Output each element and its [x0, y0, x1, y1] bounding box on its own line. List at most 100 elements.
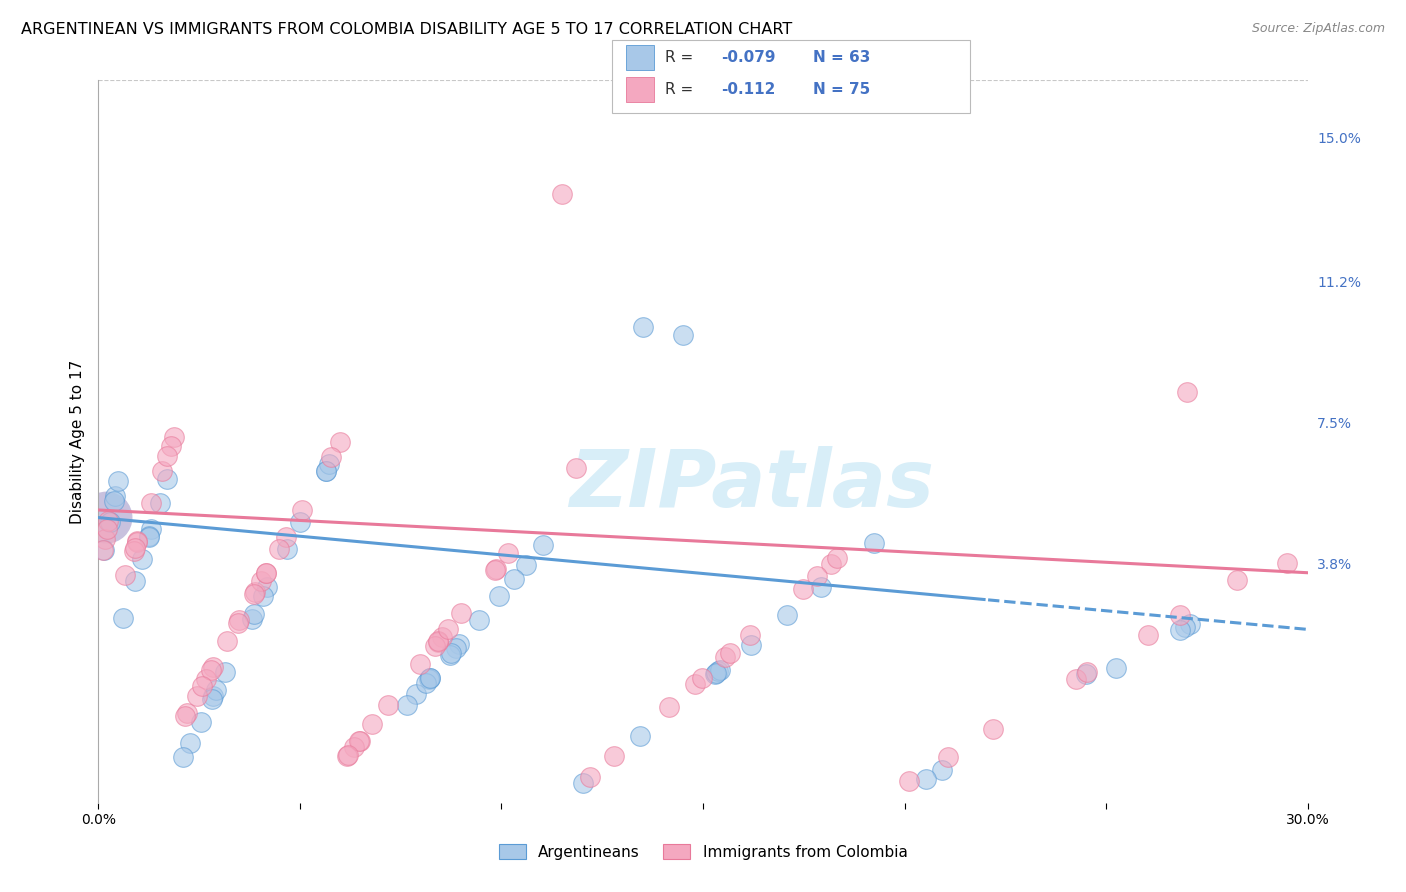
Point	[336, 748, 359, 763]
Point	[503, 572, 526, 586]
Point	[160, 438, 183, 452]
Point	[565, 461, 588, 475]
Point	[806, 569, 828, 583]
Point	[103, 493, 125, 508]
Point	[450, 606, 472, 620]
Point	[217, 634, 239, 648]
Point	[256, 581, 278, 595]
Point	[1175, 385, 1198, 400]
Point	[156, 449, 179, 463]
Text: ZIPatlas: ZIPatlas	[569, 446, 934, 524]
Point	[409, 657, 432, 672]
Point	[318, 457, 340, 471]
Point	[315, 464, 337, 478]
Point	[419, 671, 441, 685]
Point	[485, 562, 508, 576]
Text: -0.079: -0.079	[721, 51, 776, 65]
Point	[93, 542, 115, 557]
Point	[276, 541, 298, 556]
Point	[1174, 620, 1197, 634]
Point	[349, 733, 371, 747]
Point	[361, 717, 384, 731]
Text: N = 75: N = 75	[813, 82, 870, 96]
Point	[252, 589, 274, 603]
Point	[291, 503, 314, 517]
Point	[1076, 665, 1098, 679]
Point	[983, 723, 1005, 737]
Point	[423, 639, 446, 653]
Point	[444, 640, 467, 655]
Point	[936, 750, 959, 764]
Point	[254, 566, 277, 581]
Point	[430, 630, 453, 644]
Point	[419, 671, 441, 685]
Point	[426, 635, 449, 649]
Point	[1180, 617, 1202, 632]
Point	[125, 534, 148, 549]
Point	[172, 749, 194, 764]
Point	[447, 637, 470, 651]
Point	[1226, 573, 1249, 587]
Point	[415, 676, 437, 690]
Point	[628, 729, 651, 743]
Point	[672, 328, 695, 343]
Point	[288, 515, 311, 529]
Point	[709, 663, 731, 677]
Point	[315, 464, 337, 478]
Point	[440, 646, 463, 660]
Point	[195, 672, 218, 686]
Point	[139, 522, 162, 536]
Point	[377, 698, 399, 713]
Point	[149, 495, 172, 509]
Point	[336, 748, 359, 763]
Point	[531, 538, 554, 552]
Point	[243, 607, 266, 621]
Point	[176, 706, 198, 721]
Point	[202, 689, 225, 703]
Point	[94, 532, 117, 546]
Point	[1168, 624, 1191, 638]
Point	[810, 580, 832, 594]
Point	[98, 516, 121, 530]
Point	[201, 659, 224, 673]
Y-axis label: Disability Age 5 to 17: Disability Age 5 to 17	[69, 359, 84, 524]
Point	[214, 665, 236, 679]
Point	[602, 748, 624, 763]
Point	[245, 584, 267, 599]
Text: R =: R =	[665, 51, 699, 65]
Point	[124, 541, 146, 556]
Point	[704, 666, 727, 681]
Point	[347, 734, 370, 748]
Point	[571, 776, 593, 790]
Point	[631, 320, 654, 334]
Point	[740, 638, 762, 652]
Point	[91, 543, 114, 558]
Point	[1277, 556, 1299, 570]
Point	[107, 475, 129, 489]
Point	[329, 434, 352, 449]
Point	[104, 489, 127, 503]
Point	[269, 542, 291, 557]
Point	[498, 546, 520, 560]
Point	[124, 574, 146, 588]
Point	[1074, 666, 1097, 681]
Point	[163, 429, 186, 443]
Point	[156, 472, 179, 486]
Point	[931, 763, 953, 777]
Point	[418, 673, 440, 687]
Point	[122, 544, 145, 558]
Point	[827, 551, 849, 566]
Text: Source: ZipAtlas.com: Source: ZipAtlas.com	[1251, 22, 1385, 36]
Point	[226, 615, 249, 630]
Point	[738, 628, 761, 642]
Text: R =: R =	[665, 82, 703, 96]
Point	[775, 607, 797, 622]
Point	[190, 714, 212, 729]
Point	[114, 567, 136, 582]
Point	[97, 514, 120, 528]
Point	[191, 679, 214, 693]
Point	[863, 535, 886, 549]
Point	[343, 740, 366, 755]
Point	[125, 534, 148, 549]
Point	[690, 671, 713, 685]
